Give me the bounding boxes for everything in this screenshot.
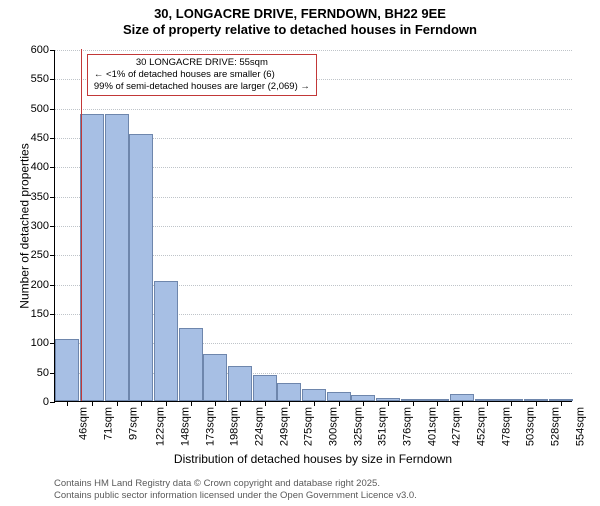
xtick-mark xyxy=(462,401,463,406)
ytick-label: 100 xyxy=(31,337,49,349)
histogram-bar xyxy=(105,114,129,401)
plot-area: 05010015020025030035040045050055060046sq… xyxy=(54,50,572,402)
xtick-label: 173sqm xyxy=(204,407,216,446)
xtick-mark xyxy=(388,401,389,406)
ytick-label: 250 xyxy=(31,249,49,261)
histogram-bar xyxy=(129,134,153,401)
xtick-mark xyxy=(437,401,438,406)
xtick-mark xyxy=(92,401,93,406)
xtick-mark xyxy=(511,401,512,406)
ytick-label: 450 xyxy=(31,132,49,144)
xtick-label: 376sqm xyxy=(402,407,414,446)
histogram-bar xyxy=(327,392,351,401)
xtick-label: 528sqm xyxy=(550,407,562,446)
ytick-label: 300 xyxy=(31,220,49,232)
ytick-label: 600 xyxy=(31,44,49,56)
x-axis-label: Distribution of detached houses by size … xyxy=(174,452,452,466)
ytick-mark xyxy=(50,255,55,256)
xtick-label: 478sqm xyxy=(500,407,512,446)
xtick-mark xyxy=(363,401,364,406)
histogram-bar xyxy=(253,375,277,401)
histogram-bar xyxy=(55,339,79,401)
ytick-mark xyxy=(50,167,55,168)
xtick-mark xyxy=(561,401,562,406)
xtick-label: 351sqm xyxy=(377,407,389,446)
annotation-line2: ← <1% of detached houses are smaller (6) xyxy=(94,69,310,81)
ytick-mark xyxy=(50,402,55,403)
chart-title-line1: 30, LONGACRE DRIVE, FERNDOWN, BH22 9EE xyxy=(0,6,600,21)
histogram-bar xyxy=(154,281,178,401)
xtick-mark xyxy=(314,401,315,406)
histogram-bar xyxy=(450,394,474,401)
xtick-mark xyxy=(141,401,142,406)
xtick-label: 71sqm xyxy=(103,407,115,440)
ytick-mark xyxy=(50,138,55,139)
xtick-label: 554sqm xyxy=(574,407,586,446)
histogram-bar xyxy=(228,366,252,401)
ytick-label: 350 xyxy=(31,191,49,203)
xtick-label: 325sqm xyxy=(352,407,364,446)
ytick-label: 50 xyxy=(37,367,49,379)
xtick-mark xyxy=(215,401,216,406)
ytick-mark xyxy=(50,79,55,80)
ytick-mark xyxy=(50,109,55,110)
gridline xyxy=(55,109,572,110)
gridline xyxy=(55,50,572,51)
ytick-label: 500 xyxy=(31,103,49,115)
xtick-label: 300sqm xyxy=(328,407,340,446)
xtick-label: 275sqm xyxy=(303,407,315,446)
xtick-mark xyxy=(117,401,118,406)
ytick-label: 200 xyxy=(31,279,49,291)
histogram-bar xyxy=(80,114,104,401)
xtick-label: 427sqm xyxy=(451,407,463,446)
footer-attribution: Contains HM Land Registry data © Crown c… xyxy=(54,478,417,502)
xtick-label: 46sqm xyxy=(78,407,90,440)
ytick-mark xyxy=(50,314,55,315)
ytick-label: 150 xyxy=(31,308,49,320)
xtick-label: 452sqm xyxy=(476,407,488,446)
annotation-line3: 99% of semi-detached houses are larger (… xyxy=(94,81,310,93)
histogram-bar xyxy=(179,328,203,401)
xtick-label: 198sqm xyxy=(229,407,241,446)
ytick-mark xyxy=(50,197,55,198)
ytick-label: 0 xyxy=(43,396,49,408)
xtick-label: 148sqm xyxy=(180,407,192,446)
xtick-mark xyxy=(191,401,192,406)
xtick-mark xyxy=(240,401,241,406)
chart-title-line2: Size of property relative to detached ho… xyxy=(0,22,600,37)
annotation-box: 30 LONGACRE DRIVE: 55sqm← <1% of detache… xyxy=(87,54,317,96)
xtick-mark xyxy=(536,401,537,406)
xtick-label: 224sqm xyxy=(254,407,266,446)
annotation-line1: 30 LONGACRE DRIVE: 55sqm xyxy=(94,57,310,69)
histogram-bar xyxy=(302,389,326,401)
xtick-mark xyxy=(339,401,340,406)
xtick-mark xyxy=(67,401,68,406)
xtick-label: 122sqm xyxy=(155,407,167,446)
footer-line2: Contains public sector information licen… xyxy=(54,490,417,502)
xtick-label: 401sqm xyxy=(426,407,438,446)
xtick-mark xyxy=(413,401,414,406)
subject-property-indicator xyxy=(81,49,82,401)
ytick-label: 550 xyxy=(31,73,49,85)
y-axis-label: Number of detached properties xyxy=(17,226,31,391)
footer-line1: Contains HM Land Registry data © Crown c… xyxy=(54,478,417,490)
ytick-mark xyxy=(50,285,55,286)
xtick-mark xyxy=(487,401,488,406)
xtick-mark xyxy=(166,401,167,406)
xtick-label: 97sqm xyxy=(127,407,139,440)
histogram-bar xyxy=(277,383,301,401)
histogram-bar xyxy=(203,354,227,401)
xtick-mark xyxy=(289,401,290,406)
ytick-mark xyxy=(50,226,55,227)
ytick-mark xyxy=(50,50,55,51)
plot-canvas: 05010015020025030035040045050055060046sq… xyxy=(54,50,572,402)
xtick-label: 503sqm xyxy=(525,407,537,446)
ytick-label: 400 xyxy=(31,161,49,173)
xtick-mark xyxy=(265,401,266,406)
xtick-label: 249sqm xyxy=(278,407,290,446)
